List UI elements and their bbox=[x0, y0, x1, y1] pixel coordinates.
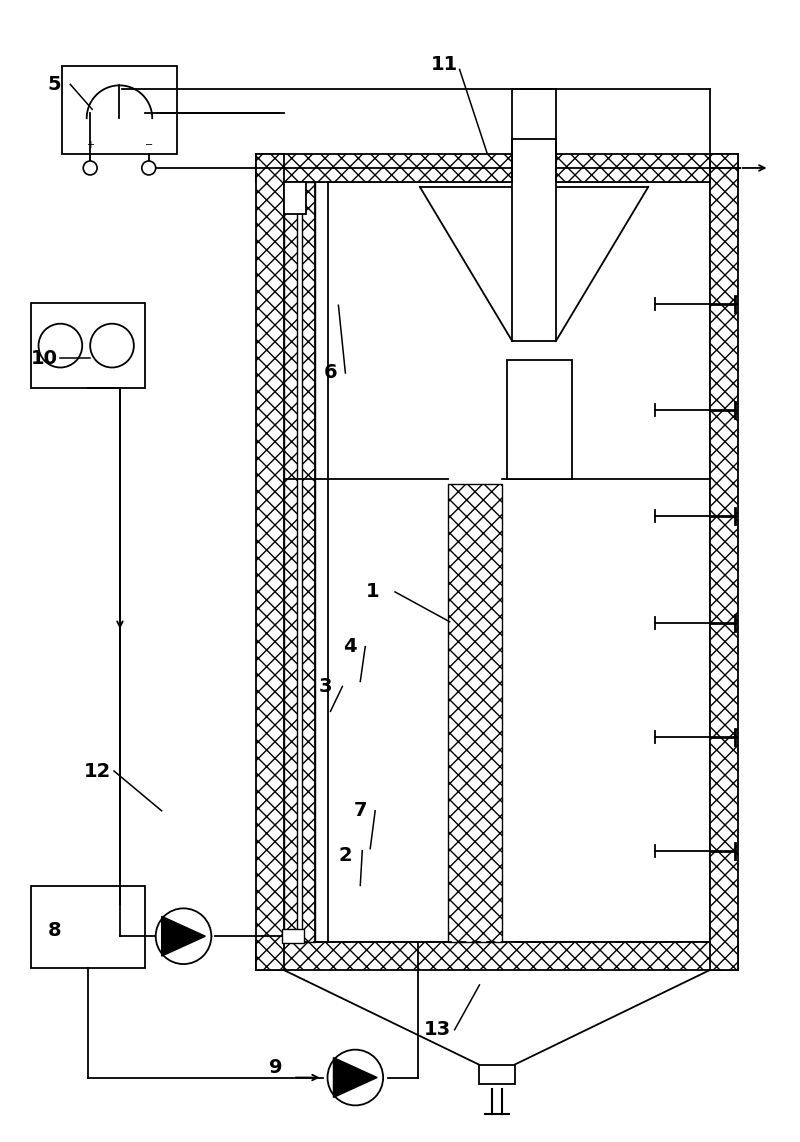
Bar bbox=[282, 930, 304, 943]
Text: 7: 7 bbox=[354, 802, 367, 820]
Bar bbox=[512, 139, 556, 341]
Text: 11: 11 bbox=[431, 55, 458, 74]
Bar bbox=[479, 1064, 514, 1085]
Text: 13: 13 bbox=[424, 1020, 451, 1039]
Text: 4: 4 bbox=[343, 637, 357, 657]
Circle shape bbox=[38, 323, 82, 368]
Bar bbox=[284, 182, 297, 942]
Bar bbox=[448, 484, 502, 942]
Circle shape bbox=[142, 161, 156, 175]
Text: −: − bbox=[145, 140, 153, 150]
Text: +: + bbox=[86, 140, 94, 150]
Bar bbox=[507, 360, 572, 480]
Text: 6: 6 bbox=[324, 363, 338, 383]
Polygon shape bbox=[334, 1057, 377, 1097]
Circle shape bbox=[327, 1049, 383, 1105]
Text: 5: 5 bbox=[48, 75, 62, 94]
Text: 2: 2 bbox=[338, 846, 352, 866]
Bar bbox=[62, 66, 177, 154]
Bar bbox=[302, 182, 314, 942]
Bar bbox=[30, 304, 145, 388]
Polygon shape bbox=[162, 916, 206, 956]
Circle shape bbox=[156, 908, 211, 964]
Bar bbox=[284, 182, 306, 214]
Text: 3: 3 bbox=[318, 677, 332, 695]
Bar bbox=[256, 154, 284, 970]
Text: 9: 9 bbox=[269, 1059, 282, 1077]
Bar bbox=[284, 182, 710, 942]
Text: 10: 10 bbox=[31, 348, 58, 368]
Text: 1: 1 bbox=[366, 582, 379, 602]
Bar bbox=[256, 154, 738, 182]
Circle shape bbox=[90, 323, 134, 368]
Bar bbox=[30, 886, 145, 968]
Circle shape bbox=[83, 161, 97, 175]
Text: 8: 8 bbox=[48, 920, 62, 940]
Text: 12: 12 bbox=[83, 762, 110, 780]
Bar bbox=[710, 154, 738, 970]
Bar bbox=[256, 942, 738, 970]
